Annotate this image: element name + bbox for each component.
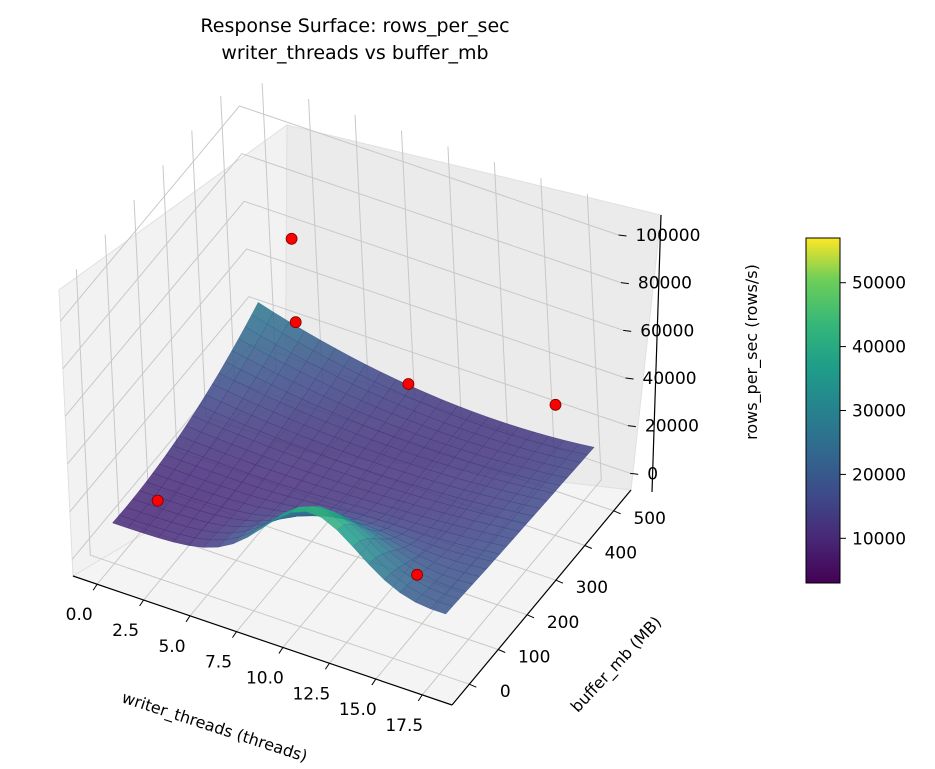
x-tick-mark	[232, 631, 237, 638]
y-axis-ticks: 0 100 200 300 400 500	[469, 509, 666, 702]
y-tick-label: 100	[518, 648, 550, 668]
colorbar-tick-label: 20000	[852, 465, 906, 485]
scatter-point	[289, 316, 302, 329]
x-tick-label: 5.0	[158, 637, 185, 657]
colorbar-tick-label: 40000	[852, 338, 906, 358]
y-axis-line	[451, 489, 632, 706]
z-tick-mark	[625, 377, 634, 380]
x-axis-line	[72, 575, 453, 706]
x-axis-ticks: 0.0 2.5 5.0 7.5 10.0 12.5 15.0 17.5	[66, 583, 423, 736]
x-tick-label: 2.5	[112, 621, 139, 641]
scatter-point	[411, 568, 424, 581]
scatter-point	[549, 398, 562, 411]
x-tick-label: 15.0	[339, 700, 377, 720]
z-grid-line	[62, 153, 622, 369]
chart-subtitle: writer_threads vs buffer_mb	[221, 42, 488, 64]
colorbar-ticks: 10000 20000 30000 40000 50000	[840, 274, 906, 549]
y-axis-label: buffer_mb (MB)	[567, 612, 666, 716]
z-axis-line	[651, 214, 662, 493]
x-grid-line	[421, 193, 602, 696]
z-grid-line	[67, 248, 626, 465]
z-tick-label: 80000	[638, 274, 692, 294]
y-tick-mark	[584, 545, 593, 549]
z-tick-label: 60000	[640, 321, 694, 341]
scatter-point	[151, 494, 164, 507]
y-tick-mark	[555, 579, 564, 584]
x-tick-label: 12.5	[292, 684, 330, 704]
scatter-point	[402, 378, 415, 390]
z-axis-ticks: 0 20000 40000 60000 80000 100000	[618, 226, 701, 484]
y-tick-label: 400	[605, 544, 637, 564]
x-tick-label: 17.5	[385, 716, 423, 736]
z-grid-line	[60, 105, 619, 322]
x-tick-mark	[371, 678, 377, 686]
colorbar-tick-label: 30000	[852, 402, 906, 422]
y-tick-label: 0	[500, 682, 511, 702]
y-tick-mark	[526, 614, 535, 619]
scatter-points	[151, 232, 562, 581]
z-tick-label: 40000	[643, 369, 697, 389]
z-tick-mark	[627, 425, 636, 428]
z-tick-label: 0	[647, 464, 658, 484]
x-tick-mark	[278, 647, 284, 654]
x-tick-mark	[324, 662, 330, 670]
z-grid-line	[64, 200, 624, 417]
z-tick-mark	[620, 282, 629, 285]
z-tick-mark	[618, 234, 627, 237]
colorbar-tick-label: 50000	[852, 274, 906, 294]
z-grid-line	[69, 296, 629, 512]
y-tick-label: 500	[633, 509, 665, 529]
y-tick-mark	[497, 649, 506, 653]
z-tick-mark	[623, 329, 632, 332]
x-tick-label: 0.0	[66, 605, 93, 625]
z-tick-label: 100000	[636, 226, 701, 246]
surface-mesh	[112, 302, 595, 615]
x-tick-mark	[92, 583, 98, 591]
z-tick-mark	[630, 472, 639, 475]
y-grid-line	[75, 269, 470, 685]
z-axis-label: rows_per_sec (rows/s)	[742, 264, 762, 440]
colorbar-tick-label: 10000	[852, 529, 906, 549]
y-tick-label: 200	[547, 613, 579, 633]
surface-facet	[430, 601, 453, 615]
colorbar	[805, 237, 841, 584]
x-tick-mark	[185, 615, 191, 623]
chart-title: Response Surface: rows_per_sec	[200, 15, 509, 37]
x-tick-label: 10.0	[246, 669, 284, 689]
x-tick-label: 7.5	[205, 653, 232, 673]
scatter-point	[285, 232, 298, 245]
x-axis-label: writer_threads (threads)	[119, 688, 310, 767]
x-tick-mark	[417, 694, 423, 702]
z-tick-label: 20000	[645, 417, 699, 437]
x-tick-mark	[139, 599, 145, 607]
y-tick-label: 300	[576, 578, 608, 598]
y-tick-mark	[613, 510, 621, 515]
y-tick-mark	[469, 683, 477, 688]
